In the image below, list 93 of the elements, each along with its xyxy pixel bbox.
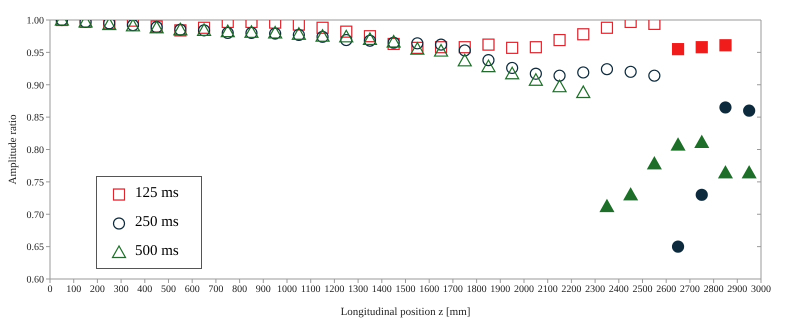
point bbox=[577, 66, 590, 79]
point bbox=[434, 38, 448, 51]
x-tick-label: 2500 bbox=[632, 284, 652, 296]
x-tick-label: 700 bbox=[208, 284, 224, 296]
x-tick-label: 2600 bbox=[656, 284, 676, 296]
legend-label: 250 ms bbox=[135, 214, 179, 231]
point bbox=[458, 41, 471, 54]
point bbox=[694, 135, 709, 148]
point bbox=[624, 66, 637, 78]
x-axis-title: Longitudinal position z [mm] bbox=[340, 306, 470, 318]
point bbox=[742, 166, 756, 178]
x-tick-label: 1000 bbox=[277, 284, 297, 296]
point bbox=[552, 80, 567, 92]
point bbox=[458, 54, 472, 66]
x-tick-label: 2100 bbox=[538, 284, 558, 296]
x-tick-label: 1400 bbox=[372, 284, 392, 296]
x-tick-label: 2400 bbox=[608, 284, 629, 296]
point bbox=[553, 70, 566, 82]
y-tick-label: 0.90 bbox=[26, 80, 44, 92]
point bbox=[481, 60, 496, 72]
point bbox=[316, 22, 329, 34]
point bbox=[434, 44, 448, 57]
x-tick-label: 2900 bbox=[727, 284, 748, 296]
point bbox=[577, 28, 590, 40]
x-tick-label: 1100 bbox=[300, 284, 321, 296]
x-tick-label: 1200 bbox=[324, 284, 344, 296]
point bbox=[553, 34, 566, 46]
point bbox=[482, 54, 495, 66]
point bbox=[743, 104, 756, 117]
x-tick-label: 2700 bbox=[680, 284, 700, 296]
point bbox=[339, 30, 354, 42]
point bbox=[411, 37, 424, 50]
y-tick-label: 0.70 bbox=[26, 210, 44, 221]
x-tick-label: 3000 bbox=[751, 284, 771, 296]
point bbox=[530, 68, 542, 80]
x-tick-label: 1500 bbox=[396, 284, 416, 296]
point bbox=[506, 42, 518, 54]
point bbox=[340, 34, 352, 46]
point bbox=[482, 38, 495, 51]
point bbox=[672, 43, 684, 56]
point bbox=[505, 66, 520, 80]
x-tick-label: 1800 bbox=[466, 284, 487, 296]
point bbox=[600, 63, 614, 76]
point bbox=[696, 41, 708, 54]
x-tick-label: 800 bbox=[232, 284, 248, 296]
point bbox=[648, 70, 660, 82]
point bbox=[696, 188, 708, 201]
point bbox=[576, 85, 590, 98]
x-tick-label: 1600 bbox=[419, 284, 440, 296]
x-tick-label: 1700 bbox=[442, 284, 463, 296]
x-tick-label: 2300 bbox=[585, 284, 606, 296]
point bbox=[340, 26, 352, 38]
y-tick-label: 0.60 bbox=[26, 274, 44, 286]
point bbox=[670, 138, 686, 151]
x-tick-label: 600 bbox=[184, 284, 200, 296]
x-tick-label: 200 bbox=[90, 284, 105, 296]
point bbox=[458, 44, 471, 57]
point bbox=[364, 30, 376, 42]
point bbox=[528, 73, 543, 86]
x-tick-label: 500 bbox=[161, 284, 176, 296]
point bbox=[600, 22, 614, 34]
x-tick-label: 0 bbox=[48, 284, 52, 296]
point bbox=[672, 240, 684, 253]
y-tick-label: 0.65 bbox=[26, 242, 44, 254]
x-tick-label: 900 bbox=[256, 284, 271, 296]
x-tick-label: 100 bbox=[66, 284, 82, 296]
point bbox=[530, 41, 542, 54]
point bbox=[600, 199, 614, 212]
point bbox=[718, 166, 733, 178]
y-tick-label: 0.85 bbox=[26, 112, 44, 124]
point bbox=[506, 62, 518, 74]
point bbox=[648, 20, 660, 30]
x-tick-label: 1900 bbox=[490, 284, 510, 296]
point bbox=[624, 188, 638, 200]
point bbox=[364, 34, 376, 47]
x-tick-label: 1300 bbox=[348, 284, 368, 296]
x-tick-label: 300 bbox=[114, 284, 129, 296]
y-tick-label: 0.80 bbox=[26, 145, 44, 156]
point bbox=[362, 32, 378, 46]
y-axis-title: Amplitude ratio bbox=[6, 114, 19, 184]
point bbox=[719, 39, 732, 52]
x-tick-label: 2200 bbox=[561, 284, 582, 296]
point bbox=[647, 156, 662, 170]
y-tick-label: 0.95 bbox=[26, 48, 44, 59]
point bbox=[719, 101, 732, 114]
x-tick-label: 2000 bbox=[514, 284, 534, 296]
y-tick-label: 0.75 bbox=[26, 177, 44, 188]
legend-label: 500 ms bbox=[135, 243, 179, 260]
y-tick-label: 1.00 bbox=[26, 16, 44, 27]
legend-label: 125 ms bbox=[135, 185, 179, 202]
x-tick-label: 400 bbox=[137, 284, 152, 296]
x-tick-label: 2800 bbox=[704, 284, 724, 296]
point bbox=[434, 41, 448, 54]
